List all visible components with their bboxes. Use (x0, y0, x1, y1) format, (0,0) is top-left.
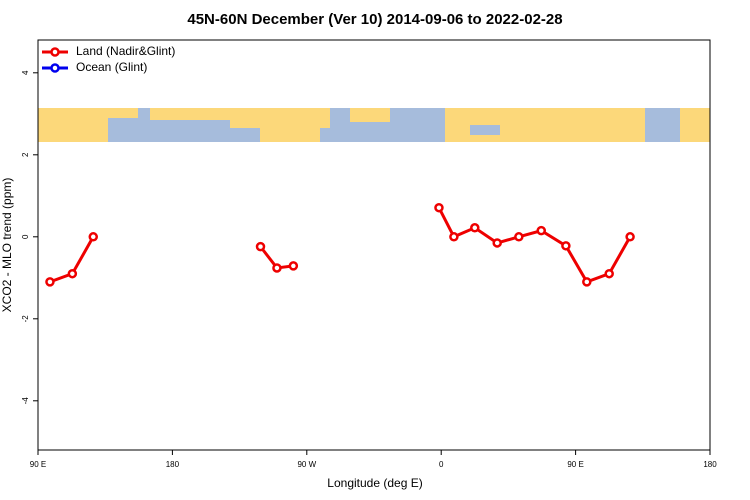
data-point (561, 241, 571, 251)
data-point (88, 232, 99, 242)
data-point (492, 238, 502, 248)
x-tick-label: 180 (166, 460, 180, 469)
y-axis-label: XCO2 - MLO trend (ppm) (0, 178, 14, 313)
x-tick-label: 90 W (297, 460, 316, 469)
data-point (67, 268, 78, 279)
x-tick-label: 90 E (567, 460, 583, 469)
series-line (49, 207, 632, 284)
legend-marker (50, 47, 60, 57)
y-tick-label: 0 (21, 234, 30, 239)
data-point (604, 268, 614, 279)
data-point (434, 202, 444, 213)
y-tick-label: 4 (21, 70, 30, 75)
x-tick-label: 180 (703, 460, 717, 469)
map-band (38, 108, 710, 142)
data-point (536, 225, 547, 236)
data-point (45, 277, 55, 287)
x-tick-label: 90 E (30, 460, 46, 469)
data-point (582, 277, 592, 287)
data-point (625, 232, 635, 242)
chart-title: 45N-60N December (Ver 10) 2014-09-06 to … (187, 11, 562, 28)
y-tick-label: 2 (21, 152, 30, 157)
data-point (255, 241, 266, 252)
y-tick-label: -4 (21, 397, 30, 405)
legend-marker (50, 63, 60, 73)
y-tick-label: -2 (21, 315, 30, 323)
legend-label: Land (Nadir&Glint) (76, 44, 175, 58)
legend-label: Ocean (Glint) (76, 60, 147, 74)
data-point (449, 232, 459, 242)
plot-area (45, 202, 635, 287)
x-axis-label: Longitude (deg E) (327, 476, 422, 490)
x-tick-label: 0 (439, 460, 444, 469)
data-point (272, 263, 282, 273)
data-point (470, 223, 480, 233)
data-point (288, 261, 299, 271)
data-point (514, 232, 524, 242)
plot-frame (37, 39, 711, 451)
